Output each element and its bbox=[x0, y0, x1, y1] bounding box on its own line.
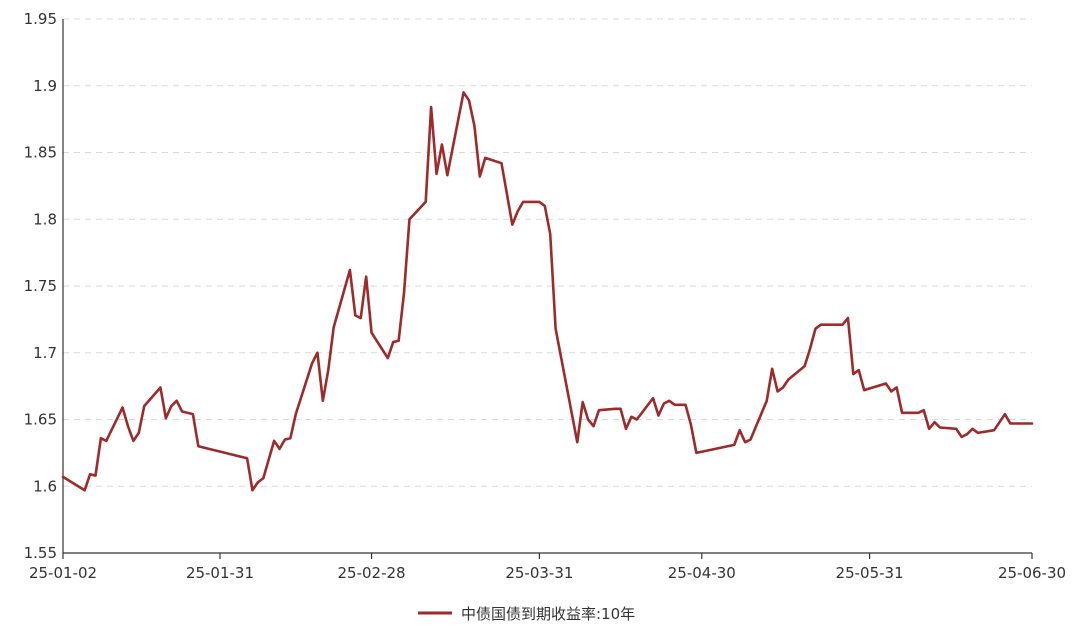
x-tick-label: 25-05-31 bbox=[836, 564, 904, 582]
legend[interactable]: 中债国债到期收益率:10年 bbox=[418, 605, 635, 623]
y-tick-label: 1.95 bbox=[24, 10, 57, 28]
y-gridlines bbox=[63, 18, 1032, 487]
y-tick-label: 1.55 bbox=[24, 544, 57, 562]
y-tick-label: 1.6 bbox=[33, 477, 57, 495]
y-tick-label: 1.7 bbox=[33, 344, 57, 362]
x-tick-label: 25-01-31 bbox=[186, 564, 254, 582]
x-tick-label: 25-06-30 bbox=[998, 564, 1066, 582]
x-tick-label: 25-04-30 bbox=[668, 564, 736, 582]
x-axis-ticks: 25-01-02 25-01-31 25-02-28 25-03-31 25-04-30… bbox=[29, 553, 1066, 582]
y-tick-label: 1.9 bbox=[33, 77, 57, 95]
y-tick-label: 1.8 bbox=[33, 210, 57, 228]
series-layer bbox=[61, 91, 1034, 492]
x-tick-label: 25-03-31 bbox=[505, 564, 573, 582]
y-tick-label: 1.75 bbox=[24, 277, 57, 295]
x-tick-label: 25-02-28 bbox=[338, 564, 406, 582]
y-axis-tick-labels: 1.55 1.6 1.65 1.7 1.75 1.8 1.85 1.9 1.95 bbox=[24, 10, 57, 562]
x-tick-label: 25-01-02 bbox=[29, 564, 97, 582]
y-tick-label: 1.65 bbox=[24, 411, 57, 429]
legend-label: 中债国债到期收益率:10年 bbox=[461, 605, 635, 623]
y-tick-label: 1.85 bbox=[24, 144, 57, 162]
series-line bbox=[61, 91, 1034, 492]
